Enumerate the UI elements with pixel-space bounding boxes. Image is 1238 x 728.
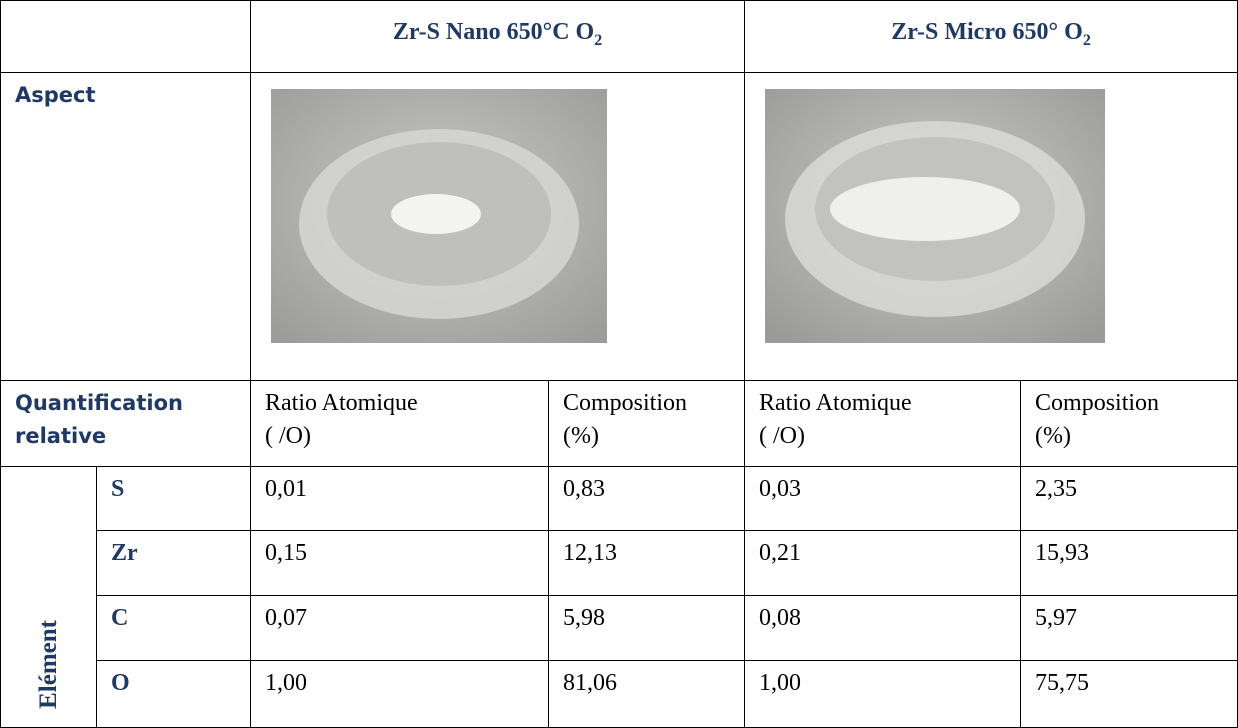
element-row: O 1,00 81,06 1,00 75,75 [1, 660, 1238, 728]
sample-photo [765, 89, 1106, 343]
element-row: C 0,07 5,98 0,08 5,97 [1, 595, 1238, 661]
line: (%) [563, 423, 599, 449]
quant-row: Quantification relative Ratio Atomique ( … [0, 380, 1238, 467]
column-label: Ratio Atomique ( /O) [250, 380, 549, 467]
header-cell: Zr-S Nano 650°C O2 [249, 0, 746, 73]
value-cell: 75,75 [1020, 660, 1238, 728]
line: (%) [1035, 423, 1071, 449]
value-cell: 5,98 [547, 595, 746, 661]
value-cell: 0,15 [250, 530, 549, 596]
element-label: Zr [96, 530, 251, 596]
column-label: Ratio Atomique ( /O) [744, 380, 1022, 467]
column-label: Composition (%) [547, 380, 746, 467]
column-label: Composition (%) [1020, 380, 1238, 467]
empty-cell [0, 0, 251, 73]
row-label: Quantification relative [0, 380, 251, 467]
group-cell: Elément [0, 466, 97, 728]
value-cell: 0,03 [744, 466, 1022, 531]
image-cell [744, 72, 1238, 381]
aspect-row: Aspect [0, 72, 1238, 381]
header-cell: Zr-S Micro 650° O2 [744, 0, 1238, 73]
header-text: Zr-S Micro 650° O [891, 19, 1083, 46]
element-label: O [96, 660, 251, 728]
element-rows: Elément S 0,01 0,83 0,03 2,35 Zr 0,15 12,13 0,21 1… [0, 466, 1238, 728]
value-cell: 12,13 [547, 530, 746, 596]
value-cell: 0,01 [250, 466, 549, 531]
line: Composition [563, 390, 688, 416]
value-cell: 1,00 [744, 660, 1022, 728]
line: Ratio Atomique [759, 390, 912, 416]
line: Composition [1035, 390, 1160, 416]
row-label: Aspect [0, 72, 251, 381]
value-cell: 1,00 [250, 660, 549, 728]
value-cell: 2,35 [1020, 466, 1238, 531]
header-row: Zr-S Nano 650°C O2 Zr-S Micro 650° O2 [0, 0, 1238, 73]
element-row: Elément S 0,01 0,83 0,03 2,35 [0, 466, 1238, 728]
line: ( /O) [759, 423, 805, 449]
group-label: Elément [35, 620, 62, 709]
subscript: 2 [1082, 31, 1091, 49]
value-cell: 0,08 [744, 595, 1022, 661]
header-text: Zr-S Nano 650°C O [392, 19, 595, 46]
value-cell: 15,93 [1020, 530, 1238, 596]
element-label: C [96, 595, 251, 661]
image-cell [249, 72, 746, 381]
sample-photo [271, 89, 607, 343]
value-cell: 0,83 [547, 466, 746, 531]
value-cell: 81,06 [547, 660, 746, 728]
line: Ratio Atomique [265, 390, 418, 416]
value-cell: 0,07 [250, 595, 549, 661]
element-row: Zr 0,15 12,13 0,21 15,93 [1, 530, 1238, 596]
value-cell: 5,97 [1020, 595, 1238, 661]
element-label: S [96, 466, 251, 531]
line: ( /O) [265, 423, 311, 449]
value-cell: 0,21 [744, 530, 1022, 596]
subscript: 2 [594, 31, 603, 49]
